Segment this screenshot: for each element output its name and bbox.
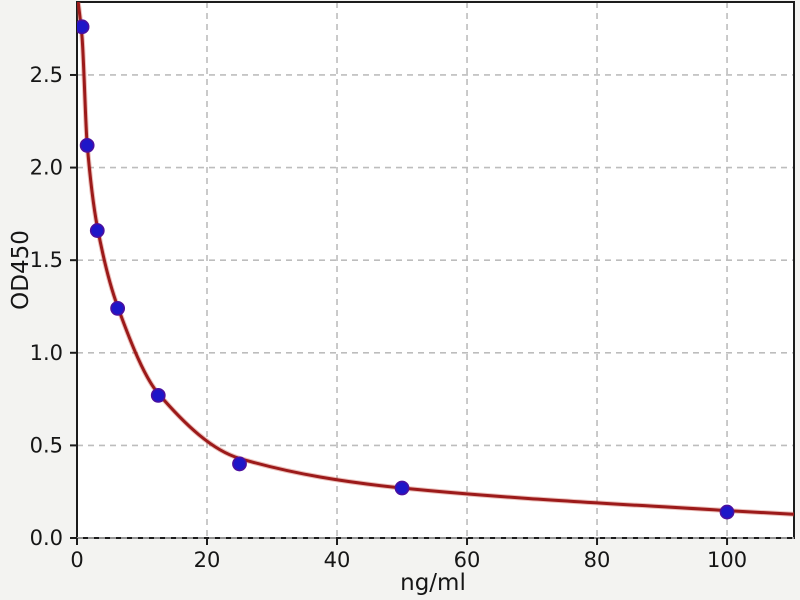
x-tick-label: 80 bbox=[584, 548, 611, 572]
plot-spines bbox=[76, 1, 795, 539]
data-point-marker bbox=[232, 456, 247, 472]
y-tick-label: 2.5 bbox=[30, 63, 63, 87]
data-point-marker bbox=[394, 480, 410, 496]
data-point-marker bbox=[150, 387, 166, 403]
y-tick-label: 0.5 bbox=[30, 433, 63, 457]
y-axis-label: OD450 bbox=[8, 230, 34, 310]
x-tick-label: 20 bbox=[194, 548, 221, 572]
data-point-marker bbox=[89, 223, 105, 238]
y-tick-label: 2.0 bbox=[30, 156, 63, 180]
data-point-marker bbox=[110, 300, 126, 316]
y-tick-label: 0.0 bbox=[30, 526, 63, 550]
x-tick-label: 100 bbox=[707, 548, 747, 572]
y-tick-label: 1.5 bbox=[30, 248, 63, 272]
x-axis-label: ng/ml bbox=[400, 570, 466, 596]
x-tick-label: 0 bbox=[70, 548, 83, 572]
x-tick-label: 60 bbox=[454, 548, 481, 572]
data-point-marker bbox=[79, 137, 95, 153]
data-point-marker bbox=[719, 504, 735, 520]
data-point-marker bbox=[77, 19, 90, 35]
plot-area bbox=[77, 2, 794, 538]
x-tick-label: 40 bbox=[324, 548, 351, 572]
y-tick-label: 1.0 bbox=[30, 341, 63, 365]
